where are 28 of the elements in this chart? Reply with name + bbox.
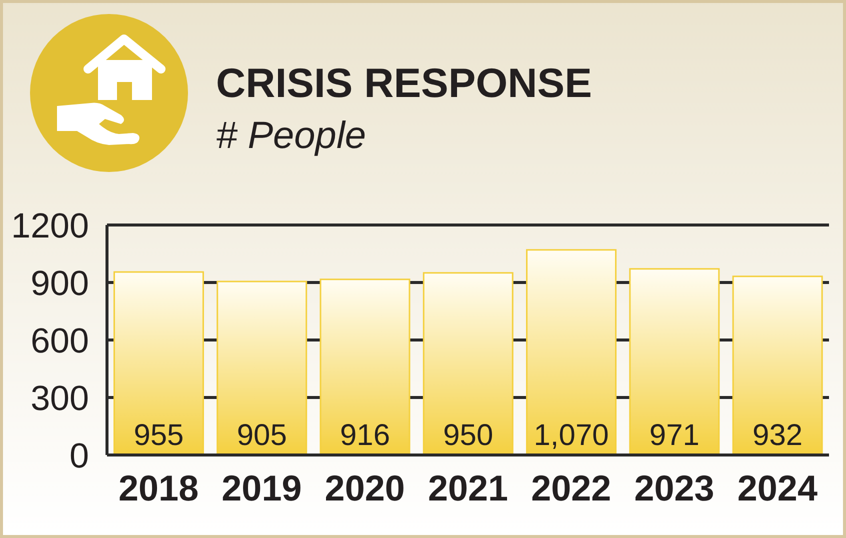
x-tick-label: 2019 <box>222 468 302 509</box>
bar <box>216 280 308 455</box>
bar <box>732 276 823 455</box>
x-tick-label: 2021 <box>428 468 508 509</box>
x-tick-label: 2022 <box>531 468 612 509</box>
y-tick-label: 600 <box>30 321 89 360</box>
data-label: 955 <box>134 419 184 452</box>
data-label: 971 <box>649 419 700 452</box>
x-tick-label: 2024 <box>737 468 818 509</box>
bar <box>320 278 410 455</box>
chart-title: CRISIS RESPONSE <box>216 60 592 106</box>
y-tick-label: 900 <box>30 264 89 303</box>
bar <box>526 249 617 455</box>
data-label: 932 <box>752 419 803 452</box>
data-label: 905 <box>236 419 287 452</box>
data-label: 1,070 <box>534 419 609 452</box>
x-tick-label: 2018 <box>118 468 199 509</box>
x-tick-label: 2020 <box>324 468 405 509</box>
y-tick-label: 0 <box>70 436 89 476</box>
bar <box>113 271 204 455</box>
data-label: 950 <box>443 419 494 452</box>
bar <box>629 268 720 455</box>
x-tick-label: 2023 <box>634 468 714 509</box>
y-tick-label: 1200 <box>11 206 89 246</box>
bar <box>422 272 514 455</box>
y-tick-label: 300 <box>30 378 89 418</box>
chart-subtitle: # People <box>216 115 366 157</box>
data-label: 916 <box>340 419 390 452</box>
